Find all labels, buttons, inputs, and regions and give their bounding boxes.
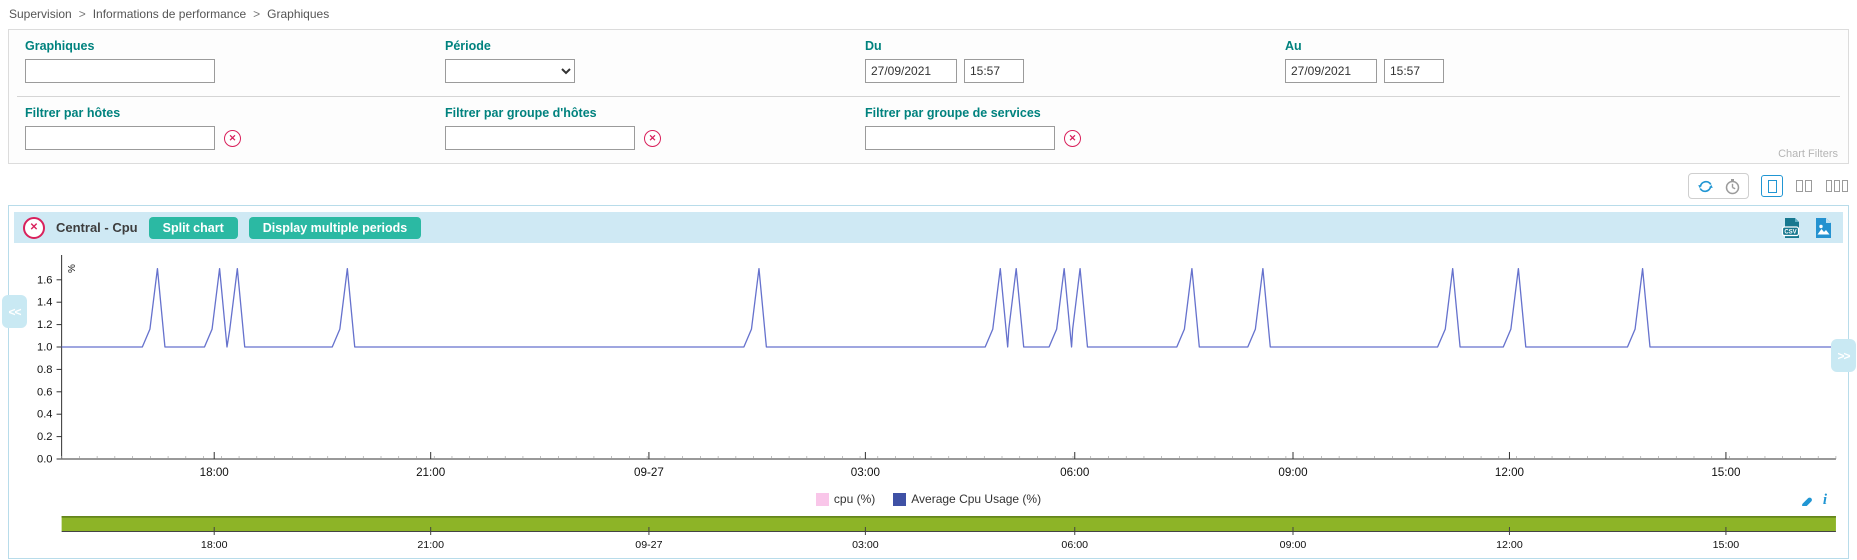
- from-time-input[interactable]: [964, 59, 1024, 83]
- hostgroup-filter-group: Filtrer par groupe d'hôtes ✕: [437, 106, 857, 150]
- servicegroup-filter-label: Filtrer par groupe de services: [865, 106, 1041, 120]
- filter-row-bottom: Filtrer par hôtes ✕ Filtrer par groupe d…: [9, 97, 1848, 163]
- brush-tick-label: 09-27: [635, 539, 662, 551]
- host-filter-label: Filtrer par hôtes: [25, 106, 121, 120]
- two-columns-layout-icon[interactable]: [1795, 180, 1813, 192]
- x-axis-tick-label: 03:00: [851, 467, 880, 479]
- one-column-layout-icon[interactable]: [1761, 175, 1783, 197]
- to-date-group: Au: [1277, 39, 1840, 83]
- to-time-input[interactable]: [1384, 59, 1444, 83]
- period-filter-label: Période: [445, 39, 491, 53]
- legend-label-average-cpu: Average Cpu Usage (%): [911, 492, 1042, 506]
- graph-toolbar: [8, 173, 1849, 199]
- brush-tick-label: 06:00: [1061, 539, 1088, 551]
- close-icon[interactable]: ✕: [23, 216, 45, 239]
- servicegroup-filter-group: Filtrer par groupe de services ✕: [857, 106, 1277, 150]
- brush-tick-label: 21:00: [417, 539, 444, 551]
- hostgroup-filter-label: Filtrer par groupe d'hôtes: [445, 106, 597, 120]
- refresh-icon[interactable]: [1696, 177, 1714, 195]
- y-axis-tick-label: 0.4: [37, 409, 52, 421]
- display-multiple-periods-button[interactable]: Display multiple periods: [248, 216, 422, 239]
- chart-title: Central - Cpu: [56, 220, 138, 235]
- x-axis-tick-label: 06:00: [1060, 467, 1089, 479]
- breadcrumb-item-performance[interactable]: Informations de performance: [92, 7, 247, 21]
- brush-tick-label: 15:00: [1713, 539, 1740, 551]
- x-circle-icon[interactable]: ✕: [1064, 129, 1081, 147]
- y-axis-tick-label: 0.8: [37, 364, 52, 376]
- time-range-brush[interactable]: 18:00 21:00 09-27 03:00 06:00 09:00 12:00 15:00: [16, 514, 1841, 554]
- brush-tick-label: 09:00: [1280, 539, 1307, 551]
- export-csv-icon[interactable]: CSV: [1781, 217, 1802, 239]
- info-icon[interactable]: i: [1822, 492, 1827, 508]
- graph-search-input[interactable]: [25, 59, 215, 83]
- legend-item-cpu[interactable]: cpu (%): [815, 492, 876, 506]
- x-circle-icon[interactable]: ✕: [224, 129, 241, 147]
- graph-filter-group: Graphiques: [17, 39, 437, 83]
- breadcrumb-separator: >: [253, 7, 261, 21]
- x-axis-tick-label: 21:00: [416, 467, 445, 479]
- svg-text:CSV: CSV: [1784, 229, 1796, 235]
- timer-icon[interactable]: [1723, 177, 1741, 195]
- brush-tick-label: 03:00: [852, 539, 879, 551]
- host-filter-input[interactable]: [25, 126, 215, 150]
- y-axis-tick-label: 0.0: [37, 454, 52, 466]
- period-select[interactable]: [445, 59, 575, 83]
- pen-icon[interactable]: [1800, 492, 1814, 509]
- y-axis-tick-label: 1.2: [37, 319, 52, 331]
- x-circle-icon[interactable]: ✕: [644, 129, 661, 147]
- chart-plot-area: 0.0 0.2 0.4 0.6 0.8 1.0 1.2 1.4 1.6 18:00 21:00 09-…: [2, 243, 1856, 554]
- brush-tick-label: 18:00: [201, 539, 228, 551]
- from-date-label: Du: [865, 39, 882, 53]
- servicegroup-filter-input[interactable]: [865, 126, 1055, 150]
- x-axis-tick-label: 12:00: [1495, 467, 1524, 479]
- filter-row-top: Graphiques Période Du Au: [9, 30, 1848, 96]
- to-date-input[interactable]: [1285, 59, 1377, 83]
- from-date-group: Du: [857, 39, 1277, 83]
- breadcrumb: Supervision > Informations de performance >…: [0, 0, 1857, 27]
- breadcrumb-item-supervision[interactable]: Supervision: [9, 7, 72, 21]
- filter-divider: [17, 96, 1840, 97]
- legend-item-average-cpu[interactable]: Average Cpu Usage (%): [893, 492, 1041, 506]
- average-cpu-usage-line: [61, 267, 1836, 348]
- brush-selection-bar[interactable]: [61, 516, 1836, 531]
- breadcrumb-item-graphiques[interactable]: Graphiques: [267, 7, 330, 21]
- host-filter-group: Filtrer par hôtes ✕: [17, 106, 437, 150]
- scroll-right-button[interactable]: >>: [1831, 339, 1856, 372]
- chart-filters-label[interactable]: Chart Filters: [1778, 148, 1838, 160]
- y-axis-tick-label: 0.6: [37, 386, 52, 398]
- to-date-label: Au: [1285, 39, 1302, 53]
- scroll-left-button[interactable]: <<: [2, 295, 27, 328]
- period-filter-group: Période: [437, 39, 857, 83]
- chart-header: ✕ Central - Cpu Split chart Display mult…: [14, 212, 1843, 243]
- refresh-controls: [1688, 173, 1749, 199]
- legend-swatch-cpu: [815, 492, 829, 506]
- breadcrumb-separator: >: [78, 7, 86, 21]
- y-axis-unit-label: %: [67, 264, 78, 273]
- cpu-line-chart[interactable]: 0.0 0.2 0.4 0.6 0.8 1.0 1.2 1.4 1.6 18:00 21:00 09-…: [16, 249, 1841, 489]
- from-date-input[interactable]: [865, 59, 957, 83]
- export-png-icon[interactable]: [1813, 217, 1834, 239]
- chart-legend: cpu (%) Average Cpu Usage (%) i: [16, 492, 1841, 509]
- y-axis-tick-label: 1.0: [37, 342, 52, 354]
- three-columns-layout-icon[interactable]: [1825, 180, 1849, 192]
- x-axis-tick-label: 18:00: [200, 467, 229, 479]
- chart-card: ✕ Central - Cpu Split chart Display mult…: [2, 205, 1856, 559]
- y-axis-tick-label: 0.2: [37, 431, 52, 443]
- split-chart-button[interactable]: Split chart: [148, 216, 238, 239]
- hostgroup-filter-input[interactable]: [445, 126, 635, 150]
- x-axis-tick-label: 09-27: [634, 467, 664, 479]
- y-axis-tick-label: 1.4: [37, 297, 52, 309]
- filter-panel: Graphiques Période Du Au: [8, 29, 1849, 164]
- y-axis-tick-label: 1.6: [37, 274, 52, 286]
- legend-tools: i: [1800, 492, 1827, 509]
- legend-label-cpu: cpu (%): [833, 492, 876, 506]
- brush-tick-label: 12:00: [1496, 539, 1523, 551]
- legend-swatch-average-cpu: [893, 492, 907, 506]
- x-axis-tick-label: 15:00: [1711, 467, 1740, 479]
- graph-filter-label: Graphiques: [25, 39, 95, 53]
- x-axis-tick-label: 09:00: [1278, 467, 1307, 479]
